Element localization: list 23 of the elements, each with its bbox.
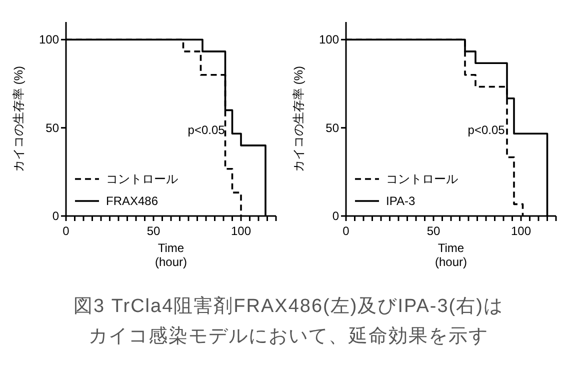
- y-axis-title: カイコの生存率 (%): [11, 66, 26, 172]
- x-axis-title: Time (hour): [434, 241, 468, 269]
- legend-label: コントロール: [106, 170, 178, 188]
- x-tick-label: 100: [510, 224, 532, 238]
- legend-label: コントロール: [386, 170, 458, 188]
- x-tick-label: 0: [62, 224, 70, 238]
- annotation: p<0.05: [188, 122, 225, 137]
- y-tick-label: 100: [38, 32, 60, 47]
- legend-label: FRAX486: [106, 194, 158, 208]
- text: 図3 TrCla4阻害剤FRAX486(左)及びIPA-3(右)はカイコ感染モデルにおいて、延命効果を示す: [72, 295, 504, 349]
- x-tick-label: 50: [426, 224, 440, 238]
- x-tick-label: 0: [342, 224, 350, 238]
- y-tick-label: 100: [318, 32, 340, 47]
- annotation: p<0.05: [468, 122, 505, 137]
- y-tick-label: 50: [46, 120, 60, 135]
- x-tick-label: 100: [230, 224, 252, 238]
- y-tick-label: 0: [332, 209, 340, 223]
- y-tick-label: 0: [52, 209, 60, 223]
- legend-label: IPA-3: [386, 194, 416, 208]
- y-tick-label: 50: [326, 120, 340, 135]
- x-tick-label: 50: [146, 224, 160, 238]
- x-axis-title: Time (hour): [154, 241, 188, 269]
- y-axis-title: カイコの生存率 (%): [291, 66, 306, 172]
